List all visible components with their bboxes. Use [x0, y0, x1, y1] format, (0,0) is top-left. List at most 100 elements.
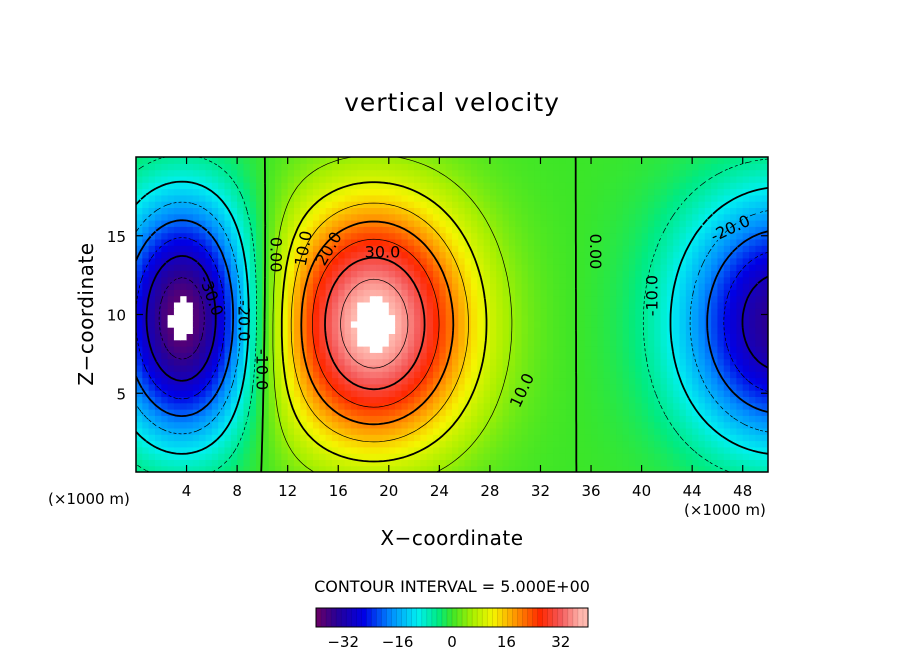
field-cell [312, 415, 320, 423]
field-cell [350, 314, 358, 322]
field-cell [610, 358, 617, 366]
field-cell [647, 352, 655, 360]
field-cell [761, 320, 768, 328]
field-cell [420, 238, 428, 246]
field-cell [761, 377, 768, 385]
field-cell [660, 226, 668, 234]
field-cell [205, 440, 213, 448]
field-cell [388, 295, 396, 303]
field-cell [458, 270, 466, 278]
field-cell [502, 201, 510, 208]
field-cell [363, 465, 371, 472]
field-cell [761, 409, 768, 416]
field-cell [603, 201, 611, 208]
field-cell [243, 314, 251, 322]
field-cell [401, 232, 409, 240]
field-cell [369, 295, 377, 303]
field-cell [439, 226, 447, 234]
field-cell [591, 465, 598, 472]
field-cell [578, 245, 586, 253]
field-cell [559, 289, 567, 297]
field-cell [243, 383, 251, 391]
field-cell [660, 276, 668, 284]
field-cell [357, 194, 365, 202]
field-cell [237, 352, 245, 360]
field-cell [673, 301, 681, 309]
field-cell [218, 453, 226, 460]
field-cell [186, 339, 194, 347]
field-cell [673, 213, 681, 221]
field-cell [521, 446, 529, 454]
field-cell [243, 333, 251, 341]
field-cell [711, 327, 719, 334]
field-cell [376, 207, 384, 215]
field-cell [452, 421, 459, 429]
field-cell [256, 238, 263, 246]
field-cell [319, 207, 327, 215]
field-cell [414, 157, 421, 164]
field-cell [496, 270, 504, 278]
field-cell [205, 421, 213, 429]
field-cell [654, 409, 662, 416]
field-cell [338, 320, 346, 328]
field-cell [243, 238, 251, 246]
field-cell [249, 301, 257, 309]
field-cell [641, 415, 649, 423]
field-cell [723, 352, 731, 360]
field-cell [749, 320, 756, 328]
field-cell [173, 390, 181, 397]
field-cell [654, 396, 662, 404]
field-cell [420, 427, 428, 435]
field-cell [211, 295, 219, 303]
field-cell [749, 289, 756, 297]
field-cell [426, 163, 434, 171]
field-cell [186, 352, 194, 360]
field-cell [591, 175, 598, 183]
field-cell [483, 301, 491, 309]
field-cell [698, 182, 706, 190]
field-cell [603, 427, 611, 435]
field-cell [136, 194, 143, 202]
field-cell [300, 163, 308, 171]
field-cell [616, 434, 624, 442]
field-cell [647, 301, 655, 309]
field-cell [205, 390, 213, 397]
field-cell [679, 213, 687, 221]
field-cell [167, 352, 175, 360]
field-cell [464, 226, 472, 234]
field-cell [211, 377, 219, 385]
field-cell [224, 427, 232, 435]
field-cell [654, 459, 662, 467]
field-cell [647, 264, 655, 271]
field-cell [294, 339, 301, 347]
field-cell [237, 440, 245, 448]
field-cell [704, 364, 712, 372]
field-cell [331, 264, 339, 271]
field-cell [173, 175, 181, 183]
field-cell [470, 446, 478, 454]
field-cell [458, 421, 466, 429]
field-cell [660, 371, 668, 379]
field-cell [148, 415, 156, 423]
field-cell [527, 421, 535, 429]
field-cell [281, 264, 289, 271]
field-cell [553, 383, 561, 391]
field-cell [325, 409, 333, 416]
field-cell [275, 327, 282, 334]
field-cell [414, 377, 421, 385]
field-cell [445, 163, 453, 171]
field-cell [540, 213, 548, 221]
field-cell [584, 238, 592, 246]
field-cell [136, 409, 143, 416]
field-cell [521, 175, 529, 183]
field-cell [717, 327, 725, 334]
field-cell [230, 257, 238, 265]
field-cell [414, 364, 421, 372]
field-cell [350, 257, 358, 265]
field-cell [591, 226, 598, 234]
field-cell [534, 283, 542, 290]
field-cell [167, 169, 175, 177]
field-cell [426, 346, 434, 353]
field-cell [180, 453, 188, 460]
field-cell [287, 232, 295, 240]
